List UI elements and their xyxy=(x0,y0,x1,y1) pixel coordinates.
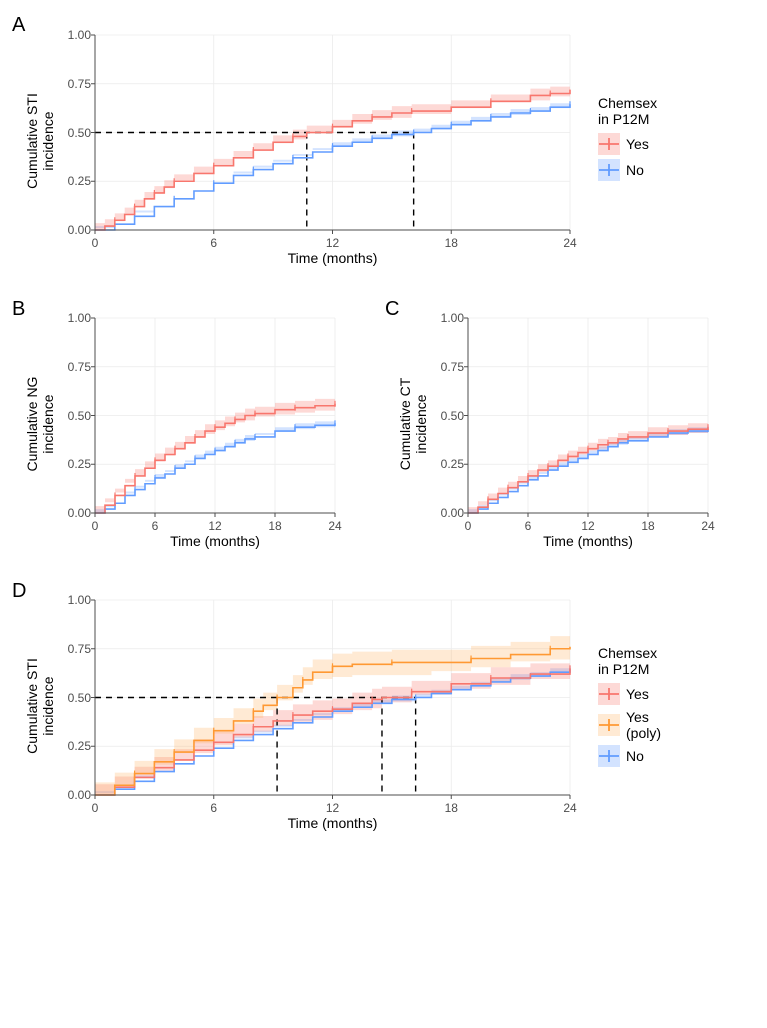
ytick-label: 0.00 xyxy=(430,506,464,520)
xtick-label: 18 xyxy=(636,519,660,533)
ytick-label: 0.75 xyxy=(57,360,91,374)
plot-D xyxy=(95,600,570,795)
ytick-label: 1.00 xyxy=(430,311,464,325)
xtick-label: 6 xyxy=(202,236,226,250)
xtick-label: 18 xyxy=(263,519,287,533)
ytick-label: 0.25 xyxy=(57,739,91,753)
panel-label-C: C xyxy=(385,298,399,321)
ytick-label: 0.25 xyxy=(430,457,464,471)
xtick-label: 18 xyxy=(439,236,463,250)
xtick-label: 12 xyxy=(203,519,227,533)
xtick-label: 24 xyxy=(558,236,582,250)
xtick-label: 24 xyxy=(323,519,347,533)
ytick-label: 0.50 xyxy=(57,126,91,140)
legend-label: No xyxy=(626,748,644,764)
legend-title: Chemsex in P12M xyxy=(598,95,657,127)
ytick-label: 1.00 xyxy=(57,311,91,325)
legend-swatch-icon xyxy=(598,133,620,155)
ytick-label: 0.00 xyxy=(57,506,91,520)
xlabel-D: Time (months) xyxy=(95,815,570,831)
plot-A xyxy=(95,35,570,230)
xtick-label: 6 xyxy=(516,519,540,533)
ytick-label: 0.25 xyxy=(57,457,91,471)
xtick-label: 0 xyxy=(83,236,107,250)
ytick-label: 1.00 xyxy=(57,28,91,42)
panel-label-D: D xyxy=(12,580,26,603)
legend-A: Chemsex in P12M Yes No xyxy=(598,95,657,185)
xtick-label: 0 xyxy=(83,801,107,815)
legend-label: Yes xyxy=(626,686,649,702)
xtick-label: 0 xyxy=(83,519,107,533)
legend-title: Chemsex in P12M xyxy=(598,645,661,677)
xtick-label: 12 xyxy=(321,236,345,250)
xtick-label: 12 xyxy=(321,801,345,815)
ytick-label: 0.00 xyxy=(57,788,91,802)
legend-item: Yes xyxy=(598,683,661,705)
ytick-label: 0.50 xyxy=(57,691,91,705)
ytick-label: 0.75 xyxy=(57,642,91,656)
ylabel-A: Cumulative STI incidence xyxy=(24,71,56,211)
xtick-label: 18 xyxy=(439,801,463,815)
legend-label: Yes (poly) xyxy=(626,709,661,741)
figure: A 0.00 0.25 0.50 0.75 1.00 0 6 12 18 24 Cumulati… xyxy=(0,0,767,1028)
xlabel-B: Time (months) xyxy=(95,533,335,549)
ytick-label: 0.25 xyxy=(57,174,91,188)
panel-label-B: B xyxy=(12,298,25,321)
xtick-label: 24 xyxy=(696,519,720,533)
xlabel-C: Time (months) xyxy=(468,533,708,549)
xtick-label: 24 xyxy=(558,801,582,815)
legend-item: Yes (poly) xyxy=(598,709,661,741)
legend-swatch-icon xyxy=(598,745,620,767)
legend-swatch-icon xyxy=(598,683,620,705)
legend-swatch-icon xyxy=(598,159,620,181)
xlabel-A: Time (months) xyxy=(95,250,570,266)
ytick-label: 0.50 xyxy=(57,409,91,423)
xtick-label: 6 xyxy=(143,519,167,533)
legend-item: Yes xyxy=(598,133,657,155)
ytick-label: 1.00 xyxy=(57,593,91,607)
panel-label-A: A xyxy=(12,14,25,37)
ytick-label: 0.00 xyxy=(57,223,91,237)
ylabel-D: Cumulative STI incidence xyxy=(24,636,56,776)
plot-C xyxy=(468,318,708,513)
ytick-label: 0.75 xyxy=(430,360,464,374)
ytick-label: 0.50 xyxy=(430,409,464,423)
xtick-label: 12 xyxy=(576,519,600,533)
legend-item: No xyxy=(598,745,661,767)
legend-label: Yes xyxy=(626,136,649,152)
legend-D: Chemsex in P12M Yes Yes (poly) No xyxy=(598,645,661,771)
legend-label: No xyxy=(626,162,644,178)
legend-swatch-icon xyxy=(598,714,620,736)
xtick-label: 0 xyxy=(456,519,480,533)
xtick-label: 6 xyxy=(202,801,226,815)
ylabel-B: Cumulative NG incidence xyxy=(24,354,56,494)
ylabel-C: Cumulative CT incidence xyxy=(397,354,429,494)
legend-item: No xyxy=(598,159,657,181)
plot-B xyxy=(95,318,335,513)
ytick-label: 0.75 xyxy=(57,77,91,91)
